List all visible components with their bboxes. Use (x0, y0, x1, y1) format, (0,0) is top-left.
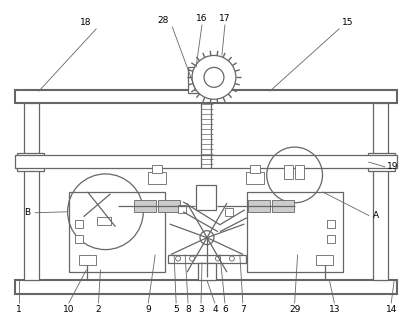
Text: 7: 7 (240, 305, 246, 314)
Bar (75, 235, 82, 243)
Bar (15, 155, 397, 168)
Bar (188, 68, 201, 93)
Text: 16: 16 (196, 14, 208, 23)
Bar (246, 172, 264, 184)
Text: 6: 6 (222, 305, 228, 314)
Text: 9: 9 (145, 305, 151, 314)
Text: 4: 4 (212, 305, 218, 314)
Bar (134, 200, 156, 212)
Bar (69, 192, 165, 271)
Bar (248, 200, 270, 212)
Bar (168, 255, 246, 262)
Text: 28: 28 (157, 16, 169, 25)
Circle shape (192, 55, 236, 99)
Text: 10: 10 (63, 305, 74, 314)
Bar (75, 220, 82, 228)
Bar (295, 165, 304, 179)
Bar (152, 165, 162, 173)
Bar (316, 255, 333, 264)
Text: 5: 5 (173, 305, 179, 314)
Bar (17, 153, 44, 171)
Text: 15: 15 (342, 18, 353, 27)
Bar (373, 103, 388, 281)
Circle shape (204, 68, 224, 87)
Bar (250, 165, 260, 173)
Text: B: B (24, 208, 30, 217)
Circle shape (229, 256, 234, 261)
Bar (328, 220, 335, 228)
Bar (225, 208, 233, 216)
Bar (79, 255, 96, 264)
Bar (272, 200, 294, 212)
Bar (24, 103, 39, 281)
Bar (196, 185, 216, 210)
Text: 3: 3 (198, 305, 204, 314)
Bar (148, 172, 166, 184)
Text: 14: 14 (386, 305, 397, 314)
Bar (178, 205, 186, 213)
Text: 13: 13 (329, 305, 340, 314)
Bar (98, 217, 111, 225)
Bar (15, 281, 397, 294)
Text: 18: 18 (80, 18, 91, 27)
Bar (247, 192, 343, 271)
Bar (328, 235, 335, 243)
Bar (15, 90, 397, 103)
Circle shape (200, 231, 214, 245)
Circle shape (176, 256, 180, 261)
Text: 29: 29 (289, 305, 300, 314)
Bar (158, 200, 180, 212)
Text: A: A (373, 211, 379, 220)
Bar (283, 165, 293, 179)
Text: 19: 19 (387, 163, 399, 171)
Circle shape (190, 256, 194, 261)
Text: 8: 8 (185, 305, 191, 314)
Text: 1: 1 (16, 305, 22, 314)
Bar (198, 262, 216, 281)
Circle shape (215, 256, 220, 261)
Text: 17: 17 (219, 14, 231, 23)
Bar (368, 153, 395, 171)
Text: 2: 2 (96, 305, 101, 314)
